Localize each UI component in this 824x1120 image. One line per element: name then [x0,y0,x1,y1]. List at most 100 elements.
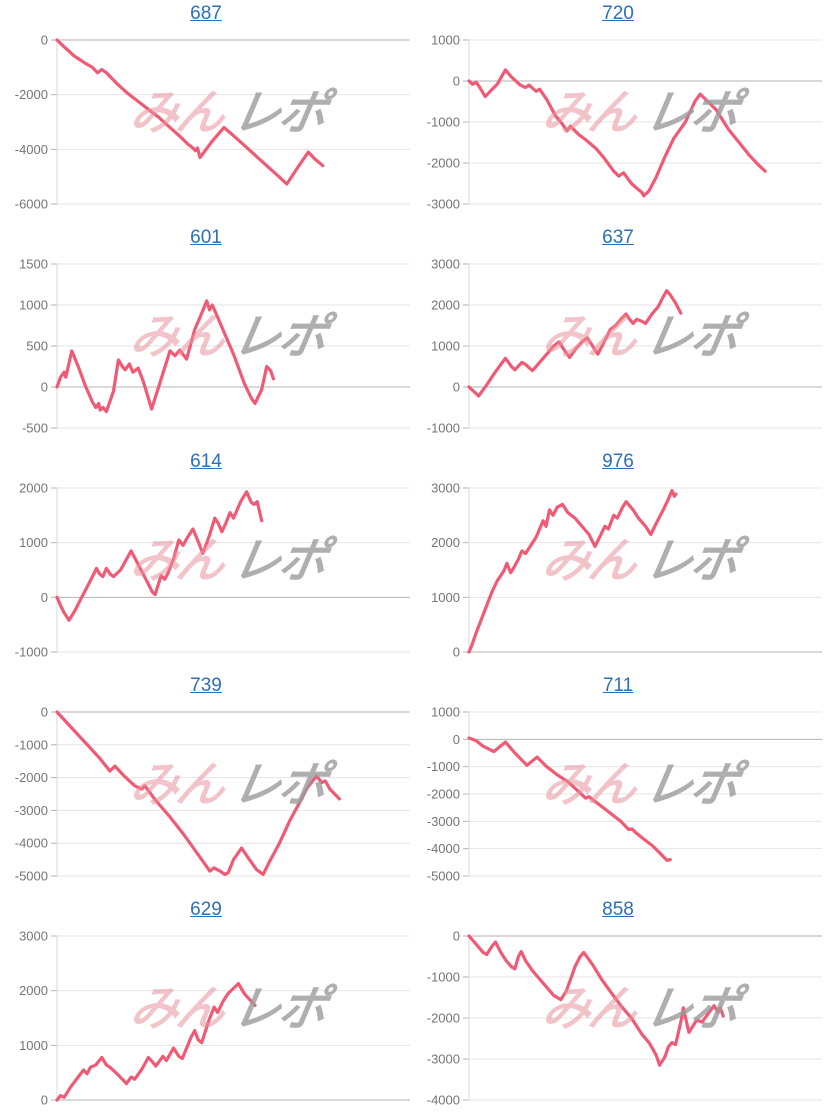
y-axis-label: 0 [453,645,460,660]
series-line [467,736,672,862]
y-axis-label: 1000 [19,298,48,313]
line-chart: 3000 2000 1000 0 -1000 [427,257,822,436]
chart-title: 637 [412,226,824,250]
y-axis-label: -3000 [427,814,460,829]
y-axis-label: 500 [26,339,48,354]
y-axis-label: -3000 [427,197,460,212]
chart-cell: 629 3000 2000 1000 0 みんレポ [0,896,412,1120]
y-axis-label: 0 [453,732,460,747]
y-axis-label: 1000 [431,705,460,720]
y-axis-label: -5000 [427,869,460,884]
chart-title: 739 [0,674,412,698]
chart-title-link[interactable]: 629 [190,899,222,920]
y-axis-label: 0 [41,590,48,605]
y-axis-label: -2000 [427,1011,460,1026]
line-chart: 2000 1000 0 -1000 [15,481,410,660]
chart-cell: 601 1500 1000 500 0 -500 みんレポ [0,224,412,448]
chart-title-link[interactable]: 739 [190,675,222,696]
y-axis-label: 0 [453,929,460,944]
y-axis-label: 2000 [19,481,48,496]
y-axis-label: 3000 [431,481,460,496]
series-line [55,490,264,622]
y-axis-label: 2000 [19,983,48,998]
y-axis-label: -5000 [15,869,48,884]
line-chart: 1000 0 -1000 -2000 -3000 -4000 -5000 [427,705,822,884]
y-axis-label: -500 [22,421,48,436]
series-line [55,38,325,186]
chart-cell: 858 0 -1000 -2000 -3000 -4000 みんレポ [412,896,824,1120]
series-line [467,68,767,198]
chart-title: 687 [0,2,412,26]
y-axis-label: -1000 [427,421,460,436]
y-axis-label: -3000 [427,1052,460,1067]
series-line [55,299,275,414]
chart-title: 858 [412,898,824,922]
y-axis-label: -1000 [427,115,460,130]
y-axis-label: -2000 [15,770,48,785]
y-axis-label: -4000 [15,836,48,851]
chart-title: 711 [412,674,824,698]
chart-title-link[interactable]: 976 [602,451,634,472]
y-axis-label: 2000 [431,535,460,550]
y-axis-label: 3000 [431,257,460,272]
y-axis-label: 1000 [431,339,460,354]
y-axis-label: -4000 [15,142,48,157]
chart-title: 601 [0,226,412,250]
chart-cell: 711 1000 0 -1000 -2000 -3000 -4000 -5000 みんレポ [412,672,824,896]
chart-cell: 637 3000 2000 1000 0 -1000 みんレポ [412,224,824,448]
y-axis-label: 0 [453,380,460,395]
chart-title-link[interactable]: 720 [602,3,634,24]
y-axis-label: -1000 [427,970,460,985]
line-chart: 1000 0 -1000 -2000 -3000 [427,33,822,212]
y-axis-label: 0 [41,1093,48,1108]
y-axis-label: -2000 [15,87,48,102]
chart-title-link[interactable]: 858 [602,899,634,920]
series-line [55,710,341,876]
y-axis-label: -1000 [15,645,48,660]
chart-title: 720 [412,2,824,26]
chart-title: 629 [0,898,412,922]
series-line [467,489,678,654]
chart-title-link[interactable]: 614 [190,451,222,472]
y-axis-label: -1000 [15,737,48,752]
series-line [467,934,725,1067]
y-axis-label: 1000 [19,1038,48,1053]
chart-cell: 720 1000 0 -1000 -2000 -3000 みんレポ [412,0,824,224]
y-axis-label: -2000 [427,787,460,802]
y-axis-label: 1500 [19,257,48,272]
y-axis-label: 0 [453,74,460,89]
line-chart: 0 -1000 -2000 -3000 -4000 -5000 [15,705,410,884]
y-axis-label: -1000 [427,759,460,774]
y-axis-label: 0 [41,380,48,395]
chart-cell: 614 2000 1000 0 -1000 みんレポ [0,448,412,672]
chart-cell: 976 3000 2000 1000 0 みんレポ [412,448,824,672]
line-chart: 1500 1000 500 0 -500 [19,257,410,436]
y-axis-label: -2000 [427,156,460,171]
y-axis-label: 1000 [431,590,460,605]
chart-cell: 739 0 -1000 -2000 -3000 -4000 -5000 みんレポ [0,672,412,896]
y-axis-label: 0 [41,705,48,720]
y-axis-label: -4000 [427,1093,460,1108]
chart-title: 614 [0,450,412,474]
y-axis-label: 2000 [431,298,460,313]
y-axis-label: 1000 [431,33,460,48]
line-chart: 0 -2000 -4000 -6000 [15,33,410,212]
chart-title-link[interactable]: 687 [190,3,222,24]
line-chart: 0 -1000 -2000 -3000 -4000 [427,929,822,1108]
chart-title: 976 [412,450,824,474]
y-axis-label: -3000 [15,803,48,818]
chart-title-link[interactable]: 601 [190,227,222,248]
chart-title-link[interactable]: 637 [602,227,634,248]
line-chart: 3000 2000 1000 0 [431,481,822,660]
y-axis-label: 1000 [19,535,48,550]
series-line [55,981,257,1102]
y-axis-label: -4000 [427,841,460,856]
y-axis-label: -6000 [15,197,48,212]
y-axis-label: 0 [41,33,48,48]
series-line [467,289,683,398]
y-axis-label: 3000 [19,929,48,944]
chart-cell: 687 0 -2000 -4000 -6000 みんレポ [0,0,412,224]
chart-title-link[interactable]: 711 [602,675,634,696]
line-chart: 3000 2000 1000 0 [19,929,410,1108]
